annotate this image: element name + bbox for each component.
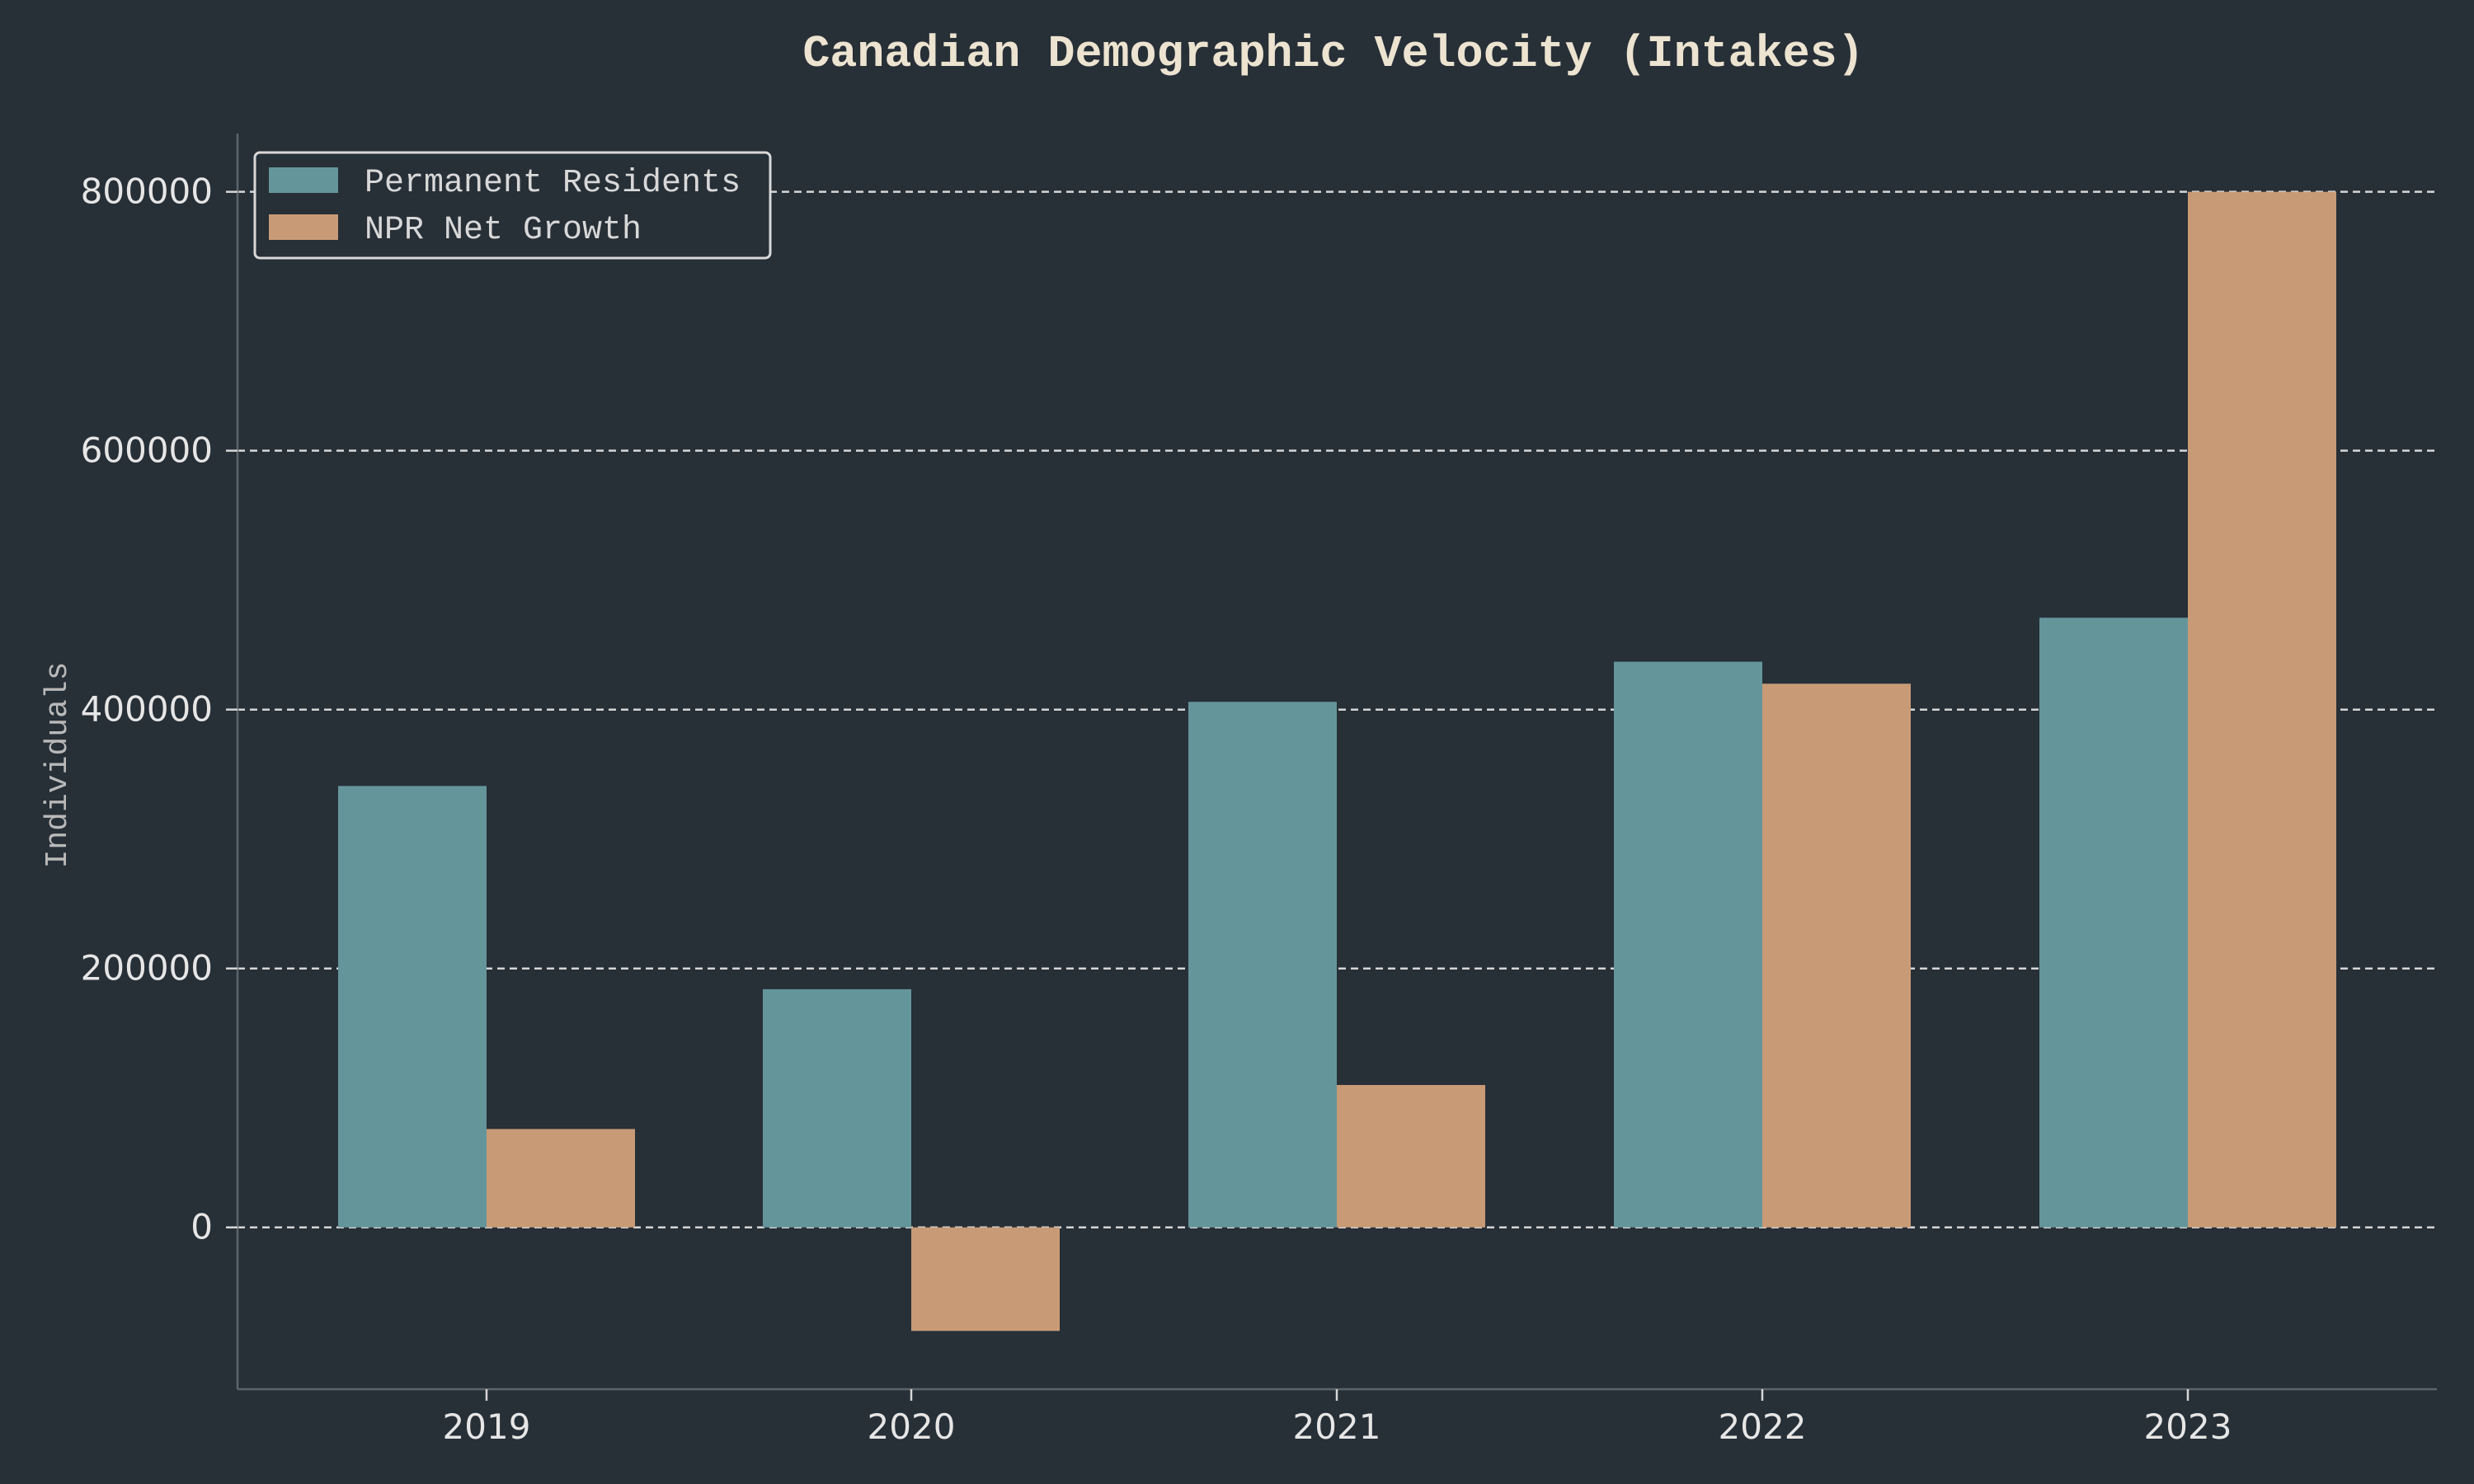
bar-permanent-residents-2021 [1188,702,1337,1228]
y-tick-label-400000: 400000 [81,689,213,730]
bar-npr-net-growth-2019 [487,1129,635,1228]
legend: Permanent Residents NPR Net Growth [253,151,772,260]
bars [338,191,2336,1331]
x-tick-label-2020: 2020 [868,1407,956,1447]
bar-npr-net-growth-2021 [1337,1085,1485,1228]
x-tick-label-2019: 2019 [443,1407,531,1447]
bar-permanent-residents-2020 [763,989,911,1228]
y-tick-label-0: 0 [190,1207,213,1247]
bar-npr-net-growth-2020 [911,1227,1060,1331]
legend-swatch-permanent-residents [269,167,338,193]
y-tick-label-200000: 200000 [81,948,213,989]
x-tick-label-2023: 2023 [2144,1407,2232,1447]
legend-label-permanent-residents: Permanent Residents [365,165,741,202]
legend-frame [253,151,772,260]
y-tick-label-600000: 600000 [81,430,213,471]
y-axis-label: Individuals [40,662,76,869]
bar-permanent-residents-2023 [2039,618,2188,1228]
legend-swatch-npr-net-growth [269,214,338,240]
chart-title: Canadian Demographic Velocity (Intakes) [802,28,1864,80]
y-tick-label-800000: 800000 [81,171,213,212]
y-tick-labels: 0 200000 400000 600000 800000 [81,171,238,1247]
x-tick-labels: 2019 2020 2021 2022 2023 [443,1389,2232,1447]
x-tick-label-2021: 2021 [1293,1407,1381,1447]
bar-permanent-residents-2019 [338,786,487,1228]
legend-label-npr-net-growth: NPR Net Growth [365,212,642,249]
bar-npr-net-growth-2022 [1762,683,1911,1228]
bar-npr-net-growth-2023 [2188,191,2336,1228]
x-tick-label-2022: 2022 [1719,1407,1807,1447]
bar-permanent-residents-2022 [1614,661,1762,1228]
